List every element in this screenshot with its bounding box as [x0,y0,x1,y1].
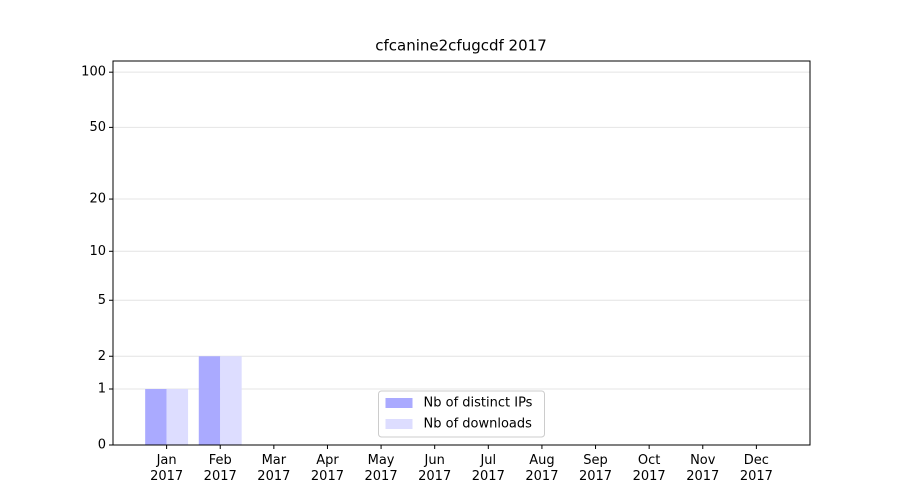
legend-box [378,390,545,438]
legend: Nb of distinct IPs Nb of downloads [378,390,545,438]
plot-frame [112,60,811,446]
bar [145,389,167,445]
x-tick-label: Oct 2017 [632,453,666,484]
y-tick-label: 100 [81,65,106,80]
x-tick-label: Sep 2017 [578,453,613,484]
bar [198,356,221,445]
y-tick-label: 20 [89,192,106,207]
bar [220,356,242,445]
y-tick-label: 10 [89,244,106,259]
legend-label: Nb of downloads [424,417,533,432]
bar [166,389,189,445]
x-tick-label: Mar 2017 [257,453,291,484]
legend-swatch [385,398,413,408]
x-tick-label: May 2017 [364,453,398,484]
x-tick-label: Dec 2017 [739,453,773,484]
x-tick-label: Aug 2017 [525,453,559,484]
x-tick-label: Jan 2017 [150,453,184,484]
x-tick-label: Nov 2017 [686,453,720,484]
y-tick-label: 0 [98,438,106,453]
chart-title: cfcanine2cfugcdf 2017 [375,37,546,55]
y-tick-label: 50 [89,120,106,135]
y-tick-label: 1 [98,382,106,397]
legend-swatch [385,419,413,429]
x-tick-label: Jul 2017 [471,453,505,484]
y-tick-label: 2 [98,349,106,364]
x-tick-label: Apr 2017 [310,453,344,484]
legend-label: Nb of distinct IPs [424,396,533,411]
x-tick-label: Jun 2017 [418,453,452,484]
x-tick-label: Feb 2017 [203,453,237,484]
y-tick-label: 5 [98,293,106,308]
